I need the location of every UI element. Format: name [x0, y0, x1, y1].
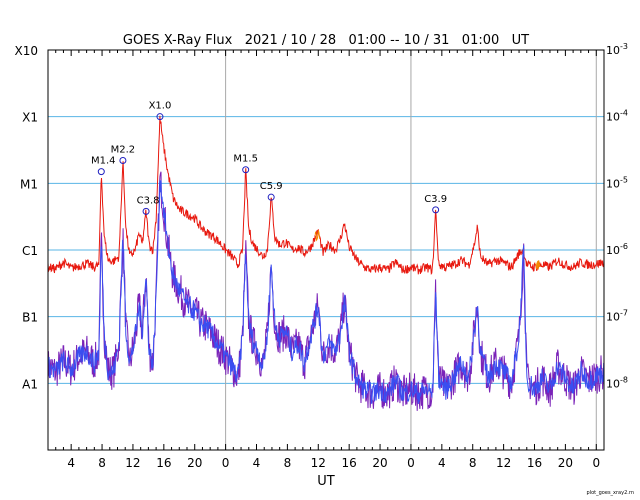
x-tick-label-10: 20 [372, 456, 387, 470]
flare-marker-5 [267, 193, 275, 201]
left-tick-1: B1 [22, 311, 38, 325]
x-tick-label-11: 0 [407, 456, 415, 470]
x-tick-label-7: 8 [284, 456, 292, 470]
x-axis-title: UT [317, 474, 335, 489]
x-tick-label-17: 0 [592, 456, 600, 470]
flare-label-1: M2.2 [111, 145, 136, 156]
x-tick-label-4: 20 [187, 456, 202, 470]
flare-label-3: X1.0 [149, 101, 172, 112]
flare-label-5: C5.9 [260, 181, 283, 192]
x-tick-label-12: 4 [438, 456, 446, 470]
left-tick-2: C1 [22, 244, 38, 258]
x-tick-label-8: 12 [311, 456, 326, 470]
flare-marker-0 [97, 168, 105, 176]
flare-marker-3 [156, 113, 164, 121]
x-tick-label-15: 16 [527, 456, 542, 470]
x-axis-labels: 4 8 12 16 20 0 4 8 12 16 20 0 4 8 12 16 20 0 [47, 50, 605, 470]
x-tick-label-16: 20 [558, 456, 573, 470]
x-tick-label-1: 8 [98, 456, 106, 470]
right-tick-1: 10-7 [606, 309, 628, 324]
flare-annotations: M1.4M2.2 C3.8 X1.0 M1.5 C5.9 C3.9 [91, 101, 447, 215]
x-tick-label-0: 4 [67, 456, 75, 470]
flare-label-6: C3.9 [424, 194, 447, 205]
chart-title: GOES X-Ray Flux 2021 / 10 / 28 01:00 -- … [123, 33, 529, 48]
flare-label-4: M1.5 [233, 154, 258, 165]
x-tick-label-3: 16 [156, 456, 171, 470]
right-tick-2: 10-6 [606, 242, 628, 257]
left-tick-4: X1 [22, 111, 38, 125]
right-tick-5: 10-3 [606, 42, 628, 57]
flare-label-0: M1.4 [91, 156, 116, 167]
series-long-alt-1 [535, 260, 541, 270]
left-axis-labels: A1 B1 C1 M1 X1 X10 [15, 44, 39, 391]
flux-series [47, 115, 605, 411]
left-tick-3: M1 [20, 177, 38, 191]
flare-marker-2 [142, 207, 150, 215]
series-long-alt-0 [314, 230, 320, 242]
series-short [47, 180, 605, 405]
flare-marker-4 [242, 166, 250, 174]
flare-label-2: C3.8 [137, 195, 160, 206]
right-tick-0: 10-8 [606, 375, 628, 390]
x-tick-label-2: 12 [125, 456, 140, 470]
right-tick-4: 10-4 [606, 109, 628, 124]
x-tick-label-6: 4 [253, 456, 261, 470]
flare-marker-6 [432, 206, 440, 214]
series-long [47, 115, 605, 275]
left-tick-5: X10 [15, 44, 39, 58]
left-tick-0: A1 [22, 377, 38, 391]
x-tick-label-9: 16 [342, 456, 357, 470]
right-axis-labels: 10-8 10-7 10-6 10-5 10-4 10-3 [606, 42, 628, 390]
footer-note: plot_goes_xray2.rn [587, 490, 634, 496]
x-tick-label-13: 8 [469, 456, 477, 470]
x-tick-label-5: 0 [222, 456, 230, 470]
flare-marker-1 [119, 157, 127, 165]
x-tick-label-14: 12 [496, 456, 511, 470]
right-tick-3: 10-5 [606, 175, 628, 190]
